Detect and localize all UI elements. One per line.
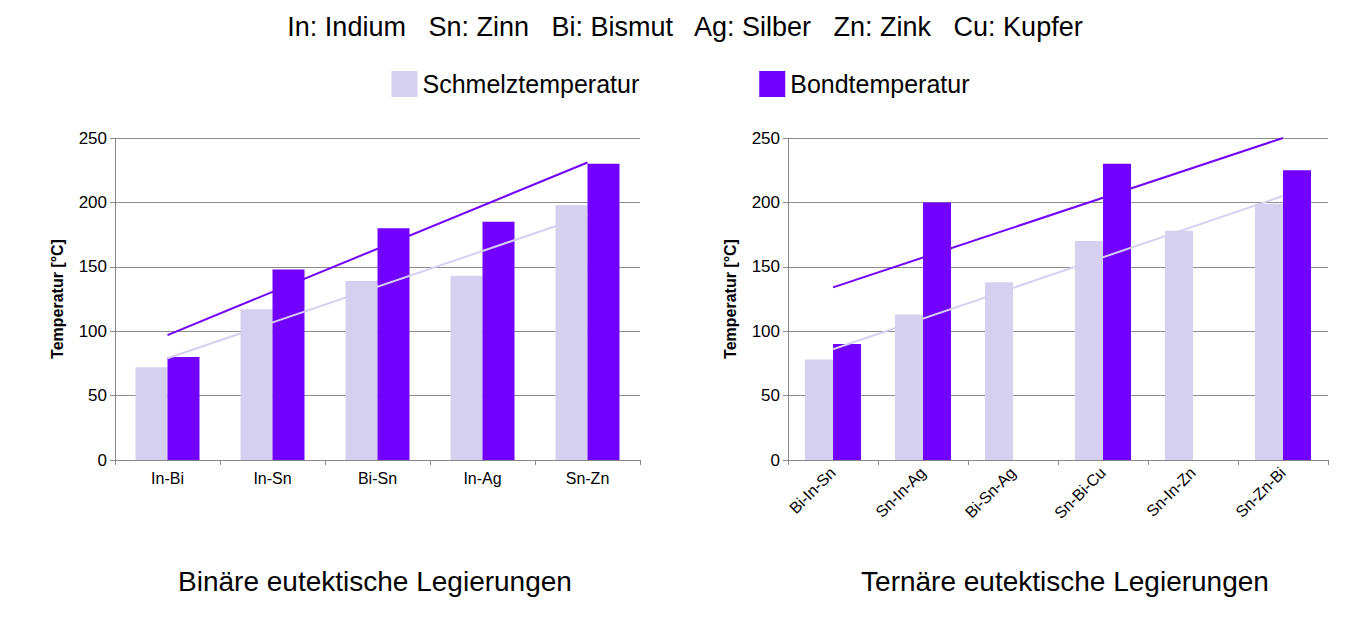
svg-text:Ternäre eutektische Legierunge: Ternäre eutektische Legierungen — [861, 566, 1269, 597]
svg-text:Bondtemperatur: Bondtemperatur — [790, 70, 969, 98]
svg-text:Bi-Sn: Bi-Sn — [358, 470, 397, 487]
svg-text:Sn-Zn: Sn-Zn — [566, 470, 610, 487]
svg-text:Bi-In-Sn: Bi-In-Sn — [786, 464, 839, 517]
svg-text:Schmelztemperatur: Schmelztemperatur — [422, 70, 639, 98]
svg-text:Bi-Sn-Ag: Bi-Sn-Ag — [962, 464, 1019, 521]
svg-text:Sn-In-Ag: Sn-In-Ag — [872, 464, 929, 521]
svg-text:50: 50 — [761, 386, 780, 405]
svg-text:200: 200 — [79, 193, 107, 212]
svg-text:Sn-Zn-Bi: Sn-Zn-Bi — [1232, 464, 1289, 521]
svg-text:In-Sn: In-Sn — [253, 470, 291, 487]
svg-text:150: 150 — [752, 257, 780, 276]
svg-text:50: 50 — [88, 386, 107, 405]
svg-text:In-Ag: In-Ag — [463, 470, 501, 487]
svg-text:150: 150 — [79, 257, 107, 276]
svg-text:200: 200 — [752, 193, 780, 212]
svg-text:250: 250 — [79, 129, 107, 148]
svg-text:100: 100 — [752, 322, 780, 341]
svg-text:0: 0 — [771, 451, 780, 470]
svg-text:Sn-In-Zn: Sn-In-Zn — [1143, 464, 1199, 520]
svg-text:Binäre eutektische Legierungen: Binäre eutektische Legierungen — [178, 566, 572, 597]
svg-text:0: 0 — [98, 451, 107, 470]
svg-text:100: 100 — [79, 322, 107, 341]
svg-text:Temperatur [°C]: Temperatur [°C] — [722, 239, 739, 359]
svg-text:In-Bi: In-Bi — [151, 470, 184, 487]
svg-text:250: 250 — [752, 129, 780, 148]
svg-text:Temperatur [°C]: Temperatur [°C] — [49, 239, 66, 359]
svg-text:In: Indium Sn: Zinn Bi: Bi: In: Indium Sn: Zinn Bi: Bismut Ag: Silbe… — [287, 12, 1082, 42]
svg-text:Sn-Bi-Cu: Sn-Bi-Cu — [1051, 464, 1109, 522]
